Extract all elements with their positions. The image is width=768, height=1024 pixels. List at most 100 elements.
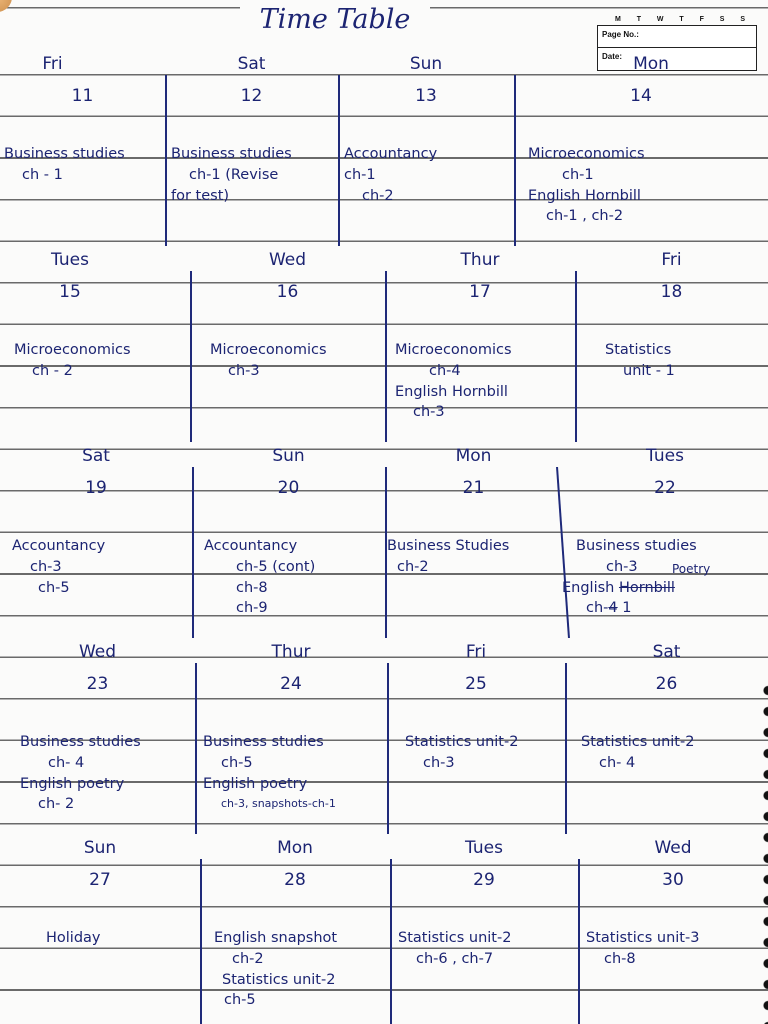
day-entries: Business studies ch-1 (Revise for test) [171,144,334,206]
subject: Business studies [203,734,324,750]
column-divider [514,75,516,246]
day-cell: Fri 25 Statistics unit-2 ch-3 [387,638,565,834]
day-cell: Fri 11 Business studies ch - 1 [0,50,165,246]
day-cell: Sat 12 Business studies ch-1 (Revise for… [165,50,338,246]
day-entries: Microeconomics ch-4 English Hornbill ch-… [395,340,571,423]
week-row: Tues 15 Microeconomics ch - 2 Wed 16 Mic… [0,246,768,442]
weekday-label: W [656,16,664,23]
day-date: 17 [469,282,491,302]
day-cell: Sun 20 Accountancy ch-5 (cont) ch-8 ch-9 [192,442,385,638]
chapter: ch-1 (Revise [189,166,279,183]
chapter: ch-3 Poetry [576,557,764,578]
chapter: ch-8 [236,579,268,596]
day-name: Mon [277,838,313,858]
subject: English poetry [20,775,125,792]
day-date: 16 [276,282,299,302]
page-title: Time Table [240,4,430,35]
day-name: Fri [42,54,63,74]
struck-text: Hornbill [618,579,675,596]
day-entries: Accountancy ch-1 ch-2 [344,144,510,206]
struck-text: 4 [608,600,618,617]
day-cell: Mon 14 Microeconomics ch-1 English Hornb… [514,50,768,246]
subject: Statistics unit-2 [405,734,519,750]
day-date: 24 [280,674,302,694]
subject: Accountancy [344,146,438,162]
day-name: Fri [465,642,487,662]
day-name: Fri [661,250,682,270]
day-date: 21 [462,478,485,498]
chapter: ch-9 [236,600,268,617]
day-date: 20 [277,478,300,498]
day-name: Sun [409,54,443,74]
chapter: ch-8 [604,950,636,967]
day-entries: Accountancy ch-5 (cont) ch-8 ch-9 [204,536,381,619]
day-name: Wed [654,838,692,858]
day-entries: Business studies ch - 1 [4,144,161,186]
day-date: 12 [240,86,263,106]
subject: Business studies [576,538,697,554]
weekday-label: S [740,16,746,23]
day-date: 13 [415,86,437,106]
day-entries: Business Studies ch-2 [387,536,558,578]
day-name: Tues [646,446,684,466]
subject: Business Studies [387,538,510,554]
day-cell: Mon 21 Business Studies ch-2 [385,442,562,638]
unit: unit - 1 [623,362,675,379]
weekday-label: M [614,16,621,23]
page-info-box: M T W T F S S Page No.: Date: [597,16,757,71]
holiday-label: Holiday [46,930,101,946]
subject: Microeconomics [395,342,512,358]
day-entries: Statistics unit-3 ch-8 [586,928,764,970]
column-divider [195,663,197,834]
chapter: ch-5 (cont) [236,558,316,575]
subject: Statistics unit-2 [581,734,695,750]
week-row: Sat 19 Accountancy ch-3 ch-5 Sun 20 Acco… [0,442,768,638]
day-date: 19 [85,478,107,498]
day-name: Sat [652,642,681,662]
chapter: ch-2 [232,950,264,967]
day-entries: Accountancy ch-3 ch-5 [12,536,188,598]
day-date: 30 [662,870,684,890]
day-date: 29 [473,870,495,890]
day-date: 23 [86,674,109,694]
chapter: ch-4 1 [586,600,632,617]
subject: Accountancy [204,538,298,554]
day-name: Sun [272,446,305,466]
day-name: Thur [460,250,500,270]
subject: Statistics unit-2 [222,971,336,988]
day-name: Sat [237,54,266,74]
chapter: ch-3 [228,362,260,379]
chapter: ch-4 [429,362,461,379]
day-name: Tues [465,838,503,858]
day-entries: Microeconomics ch-1 English Hornbill ch-… [528,144,764,227]
day-date: 18 [660,282,683,302]
spiral-binding-holes [758,680,768,1024]
chapter: ch-2 [362,187,394,204]
day-cell: Thur 17 Microeconomics ch-4 English Horn… [385,246,575,442]
day-entries: English snapshot ch-2 Statistics unit-2 … [214,928,386,1011]
column-divider [192,467,194,638]
day-cell: Tues 15 Microeconomics ch - 2 [0,246,190,442]
subject: English snapshot [214,930,338,946]
timetable-grid: Fri 11 Business studies ch - 1 Sat 12 Bu… [0,50,768,1024]
date-label: Date: [602,52,623,61]
subject-text: English [562,579,619,596]
day-date: 28 [284,870,306,890]
column-divider [338,75,340,246]
subject: Business studies [171,146,292,162]
day-entries: Statistics unit-2 ch-6 , ch-7 [398,928,574,970]
day-cell: Wed 30 Statistics unit-3 ch-8 [578,834,768,1024]
chapter: ch - 2 [32,362,73,379]
day-cell: Thur 24 Business studies ch-5 English po… [195,638,387,834]
subject: English Hornbill [395,383,508,400]
weekday-label: T [636,16,641,23]
inserted-correction: Poetry [672,561,711,576]
chapter: ch-1 [344,166,376,183]
day-cell: Sun 13 Accountancy ch-1 ch-2 [338,50,514,246]
chapter: ch-1 , ch-2 [546,208,624,225]
day-name: Thur [271,642,311,662]
day-cell: Fri 18 Statistics unit - 1 [575,246,768,442]
day-cell: Wed 23 Business studies ch- 4 English po… [0,638,195,834]
day-name: Tues [51,250,89,270]
